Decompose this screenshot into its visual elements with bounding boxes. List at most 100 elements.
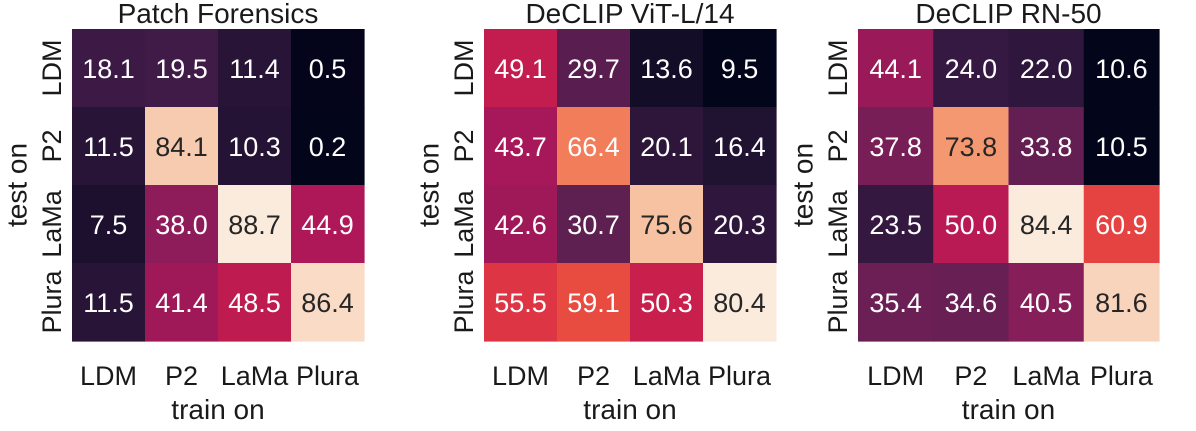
heatmap-cell xyxy=(218,263,292,342)
cell-value-label: 84.1 xyxy=(155,132,208,162)
cell-value-label: 24.0 xyxy=(945,54,998,84)
heatmap-cell xyxy=(703,185,777,264)
heatmap-cell xyxy=(933,107,1010,186)
cell-value-label: 11.5 xyxy=(83,288,134,318)
cell-value-label: 35.4 xyxy=(869,288,922,318)
y-tick-label: P2 xyxy=(37,129,67,162)
x-tick-label: LaMa xyxy=(633,361,702,391)
chart-title: DeCLIP ViT-L/14 xyxy=(525,0,734,29)
heatmap-cell xyxy=(557,263,631,342)
y-axis-label: test on xyxy=(413,143,444,227)
x-tick-label: P2 xyxy=(165,361,198,391)
y-tick-label: LaMa xyxy=(823,189,853,258)
heatmap-cell xyxy=(858,29,934,108)
cell-value-label: 22.0 xyxy=(1020,54,1073,84)
cell-value-label: 7.5 xyxy=(90,210,128,240)
cell-value-label: 50.3 xyxy=(640,288,693,318)
heatmap-cell xyxy=(484,29,558,108)
x-tick-label: P2 xyxy=(954,361,987,391)
heatmap-cell xyxy=(145,263,219,342)
y-tick-label: Plura xyxy=(823,270,853,334)
chart-title: DeCLIP RN-50 xyxy=(915,0,1101,29)
heatmap-cell xyxy=(858,185,934,264)
heatmap-cell xyxy=(858,107,934,186)
y-tick-label: LaMa xyxy=(449,189,479,258)
heatmap-cell xyxy=(630,263,704,342)
x-axis-label: train on xyxy=(171,394,264,425)
cell-value-label: 10.5 xyxy=(1095,132,1148,162)
cell-value-label: 50.0 xyxy=(945,210,998,240)
heatmap-cell xyxy=(933,29,1010,108)
x-tick-label: LDM xyxy=(80,361,137,391)
x-tick-label: Plura xyxy=(1090,361,1154,391)
cell-value-label: 19.5 xyxy=(155,54,208,84)
cell-value-label: 0.5 xyxy=(309,54,347,84)
heatmap-cell xyxy=(703,107,777,186)
heatmap-cell xyxy=(72,263,146,342)
heatmap-cell xyxy=(1008,185,1085,264)
heatmap-cell xyxy=(557,29,631,108)
heatmap-cell xyxy=(72,29,146,108)
cell-value-label: 38.0 xyxy=(155,210,208,240)
x-tick-label: LDM xyxy=(492,361,549,391)
heatmap-cell xyxy=(291,107,365,186)
cell-value-label: 10.3 xyxy=(228,132,281,162)
heatmap-cell xyxy=(484,263,558,342)
cell-value-label: 13.6 xyxy=(640,54,693,84)
cell-value-label: 73.8 xyxy=(945,132,998,162)
y-tick-label: LDM xyxy=(449,39,479,96)
heatmap-cell xyxy=(72,185,146,264)
heatmap-cell xyxy=(933,185,1010,264)
cell-value-label: 37.8 xyxy=(869,132,922,162)
heatmap-cell xyxy=(630,185,704,264)
heatmap-cell xyxy=(630,29,704,108)
y-axis-label: test on xyxy=(1,143,32,227)
cell-value-label: 41.4 xyxy=(155,288,208,318)
y-tick-label: LDM xyxy=(823,39,853,96)
cell-value-label: 34.6 xyxy=(945,288,998,318)
y-tick-label: P2 xyxy=(823,129,853,162)
cell-value-label: 29.7 xyxy=(567,54,620,84)
cell-value-label: 43.7 xyxy=(494,132,547,162)
heatmap-panel-1: Patch Forensics 18.1 19.5 11.4 0.5 11.5 84.1 10… xyxy=(1,0,365,425)
cell-value-label: 84.4 xyxy=(1020,210,1073,240)
cell-value-label: 86.4 xyxy=(301,288,354,318)
cell-value-label: 66.4 xyxy=(567,132,620,162)
cell-value-label: 33.8 xyxy=(1020,132,1073,162)
cell-value-label: 75.6 xyxy=(640,210,693,240)
heatmap-cell xyxy=(1083,29,1160,108)
heatmap-cell xyxy=(291,185,365,264)
heatmap-cell xyxy=(703,29,777,108)
cell-value-label: 48.5 xyxy=(228,288,281,318)
heatmap-cell xyxy=(291,263,365,342)
heatmap-cell xyxy=(703,263,777,342)
x-axis-label: train on xyxy=(962,394,1055,425)
heatmap-cell xyxy=(1083,107,1160,186)
y-tick-label: Plura xyxy=(37,270,67,334)
cell-value-label: 23.5 xyxy=(869,210,922,240)
cell-value-label: 18.1 xyxy=(82,54,135,84)
heatmap-cell xyxy=(1083,263,1160,342)
heatmap-cell xyxy=(145,107,219,186)
heatmap-cell xyxy=(145,185,219,264)
heatmap-panel-3: DeCLIP RN-50 44.1 24.0 22.0 10.6 37.8 73.8 33.8… xyxy=(787,0,1160,425)
cell-value-label: 20.3 xyxy=(713,210,766,240)
x-tick-label: LDM xyxy=(867,361,924,391)
heatmap-cell xyxy=(1008,263,1085,342)
cell-value-label: 30.7 xyxy=(567,210,620,240)
cell-value-label: 59.1 xyxy=(567,288,620,318)
x-tick-label: Plura xyxy=(296,361,360,391)
heatmap-cell xyxy=(218,29,292,108)
cell-value-label: 20.1 xyxy=(640,132,693,162)
heatmap-cell xyxy=(72,107,146,186)
y-tick-label: LDM xyxy=(37,39,67,96)
heatmap-cell xyxy=(933,263,1010,342)
cell-value-label: 80.4 xyxy=(713,288,766,318)
x-tick-label: P2 xyxy=(577,361,610,391)
x-tick-label: LaMa xyxy=(1012,361,1081,391)
x-axis-label: train on xyxy=(583,394,676,425)
cell-value-label: 88.7 xyxy=(228,210,281,240)
heatmap-cell xyxy=(484,185,558,264)
